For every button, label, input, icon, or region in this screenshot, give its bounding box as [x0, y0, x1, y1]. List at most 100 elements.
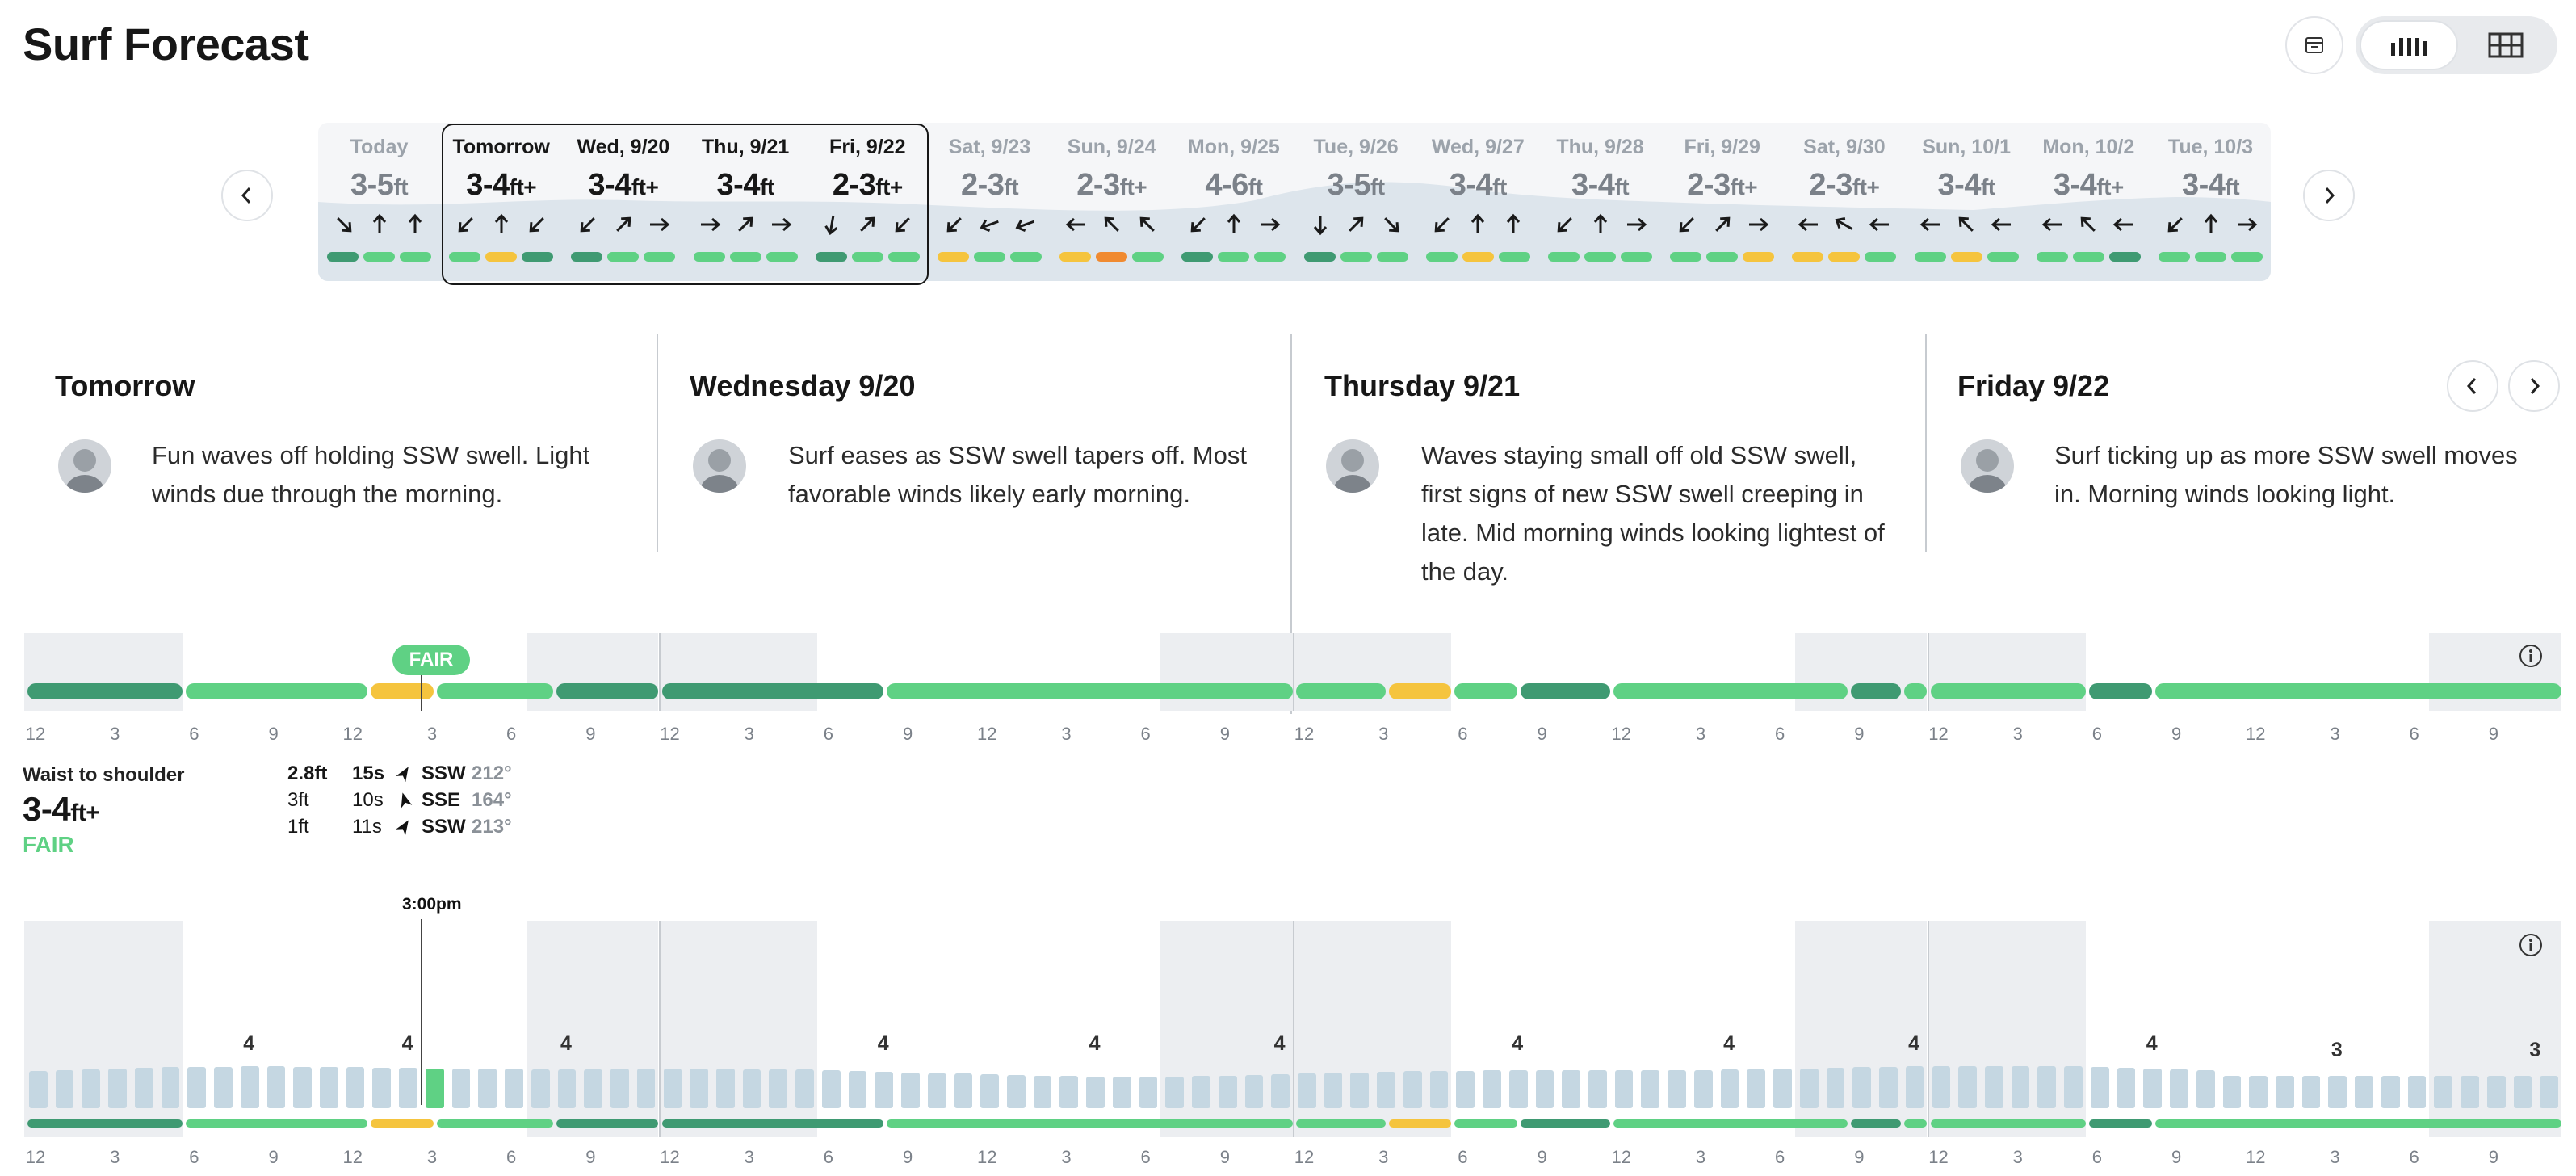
wave-bar[interactable]: [663, 1069, 682, 1108]
forecast-prev-button[interactable]: [2447, 360, 2498, 412]
wave-bar[interactable]: [108, 1068, 127, 1108]
strip-day[interactable]: Sun, 9/24 2-3ft+: [1051, 123, 1173, 281]
strip-day[interactable]: Tomorrow 3-4ft+: [440, 123, 562, 281]
rating-info-icon[interactable]: [2518, 643, 2544, 673]
strip-day[interactable]: Fri, 9/22 2-3ft+: [807, 123, 929, 281]
wave-bar[interactable]: [2037, 1065, 2057, 1108]
wave-bar[interactable]: [1244, 1074, 1264, 1108]
strip-day[interactable]: Sat, 9/30 2-3ft+: [1783, 123, 1905, 281]
wave-bar[interactable]: [451, 1068, 471, 1108]
wave-bar[interactable]: [1139, 1076, 1158, 1108]
wave-bar[interactable]: [1905, 1066, 1924, 1108]
wave-bar[interactable]: [557, 1069, 577, 1108]
wave-bar[interactable]: [82, 1069, 101, 1108]
wave-bar[interactable]: [1086, 1076, 1105, 1108]
wave-bar[interactable]: [1932, 1065, 1951, 1108]
wave-bar[interactable]: [505, 1069, 523, 1108]
wave-bar[interactable]: [610, 1069, 629, 1108]
wave-bar[interactable]: [848, 1070, 867, 1108]
strip-next-button[interactable]: [2303, 170, 2355, 221]
wave-bar[interactable]: [240, 1066, 259, 1108]
wave-bar[interactable]: [1429, 1070, 1449, 1108]
calendar-button[interactable]: [2285, 16, 2343, 74]
wave-bar[interactable]: [478, 1069, 497, 1108]
wave-bar[interactable]: [1350, 1072, 1370, 1108]
wave-bar[interactable]: [980, 1074, 999, 1108]
strip-day[interactable]: Mon, 10/2 3-4ft+: [2028, 123, 2150, 281]
wave-bar[interactable]: [1826, 1068, 1845, 1108]
wave-bar[interactable]: [927, 1073, 946, 1108]
wave-bar[interactable]: [2301, 1076, 2321, 1108]
wave-bar[interactable]: [372, 1067, 392, 1108]
strip-day[interactable]: Today 3-5ft: [318, 123, 440, 281]
wave-bar[interactable]: [1377, 1072, 1395, 1108]
wave-bar[interactable]: [1852, 1067, 1872, 1108]
wave-bar[interactable]: [2170, 1069, 2188, 1108]
wave-bar[interactable]: [690, 1069, 708, 1108]
wave-bar[interactable]: [1958, 1065, 1977, 1108]
wave-bar[interactable]: [1879, 1066, 1898, 1108]
wave-bar[interactable]: [795, 1069, 814, 1108]
wave-bar[interactable]: [531, 1069, 550, 1108]
wave-bar[interactable]: [55, 1069, 74, 1108]
wave-bar[interactable]: [875, 1071, 894, 1108]
wave-bar[interactable]: [1508, 1070, 1528, 1108]
strip-day[interactable]: Sat, 9/23 2-3ft: [929, 123, 1051, 281]
bar-view-button[interactable]: [2360, 20, 2458, 70]
wave-bar[interactable]: [425, 1068, 444, 1108]
strip-day[interactable]: Thu, 9/28 3-4ft: [1539, 123, 1661, 281]
wave-bar[interactable]: [1799, 1068, 1819, 1108]
wave-bar[interactable]: [1033, 1075, 1052, 1108]
wave-bar[interactable]: [161, 1067, 180, 1108]
wave-bar[interactable]: [2540, 1076, 2558, 1108]
wave-bar[interactable]: [187, 1066, 207, 1108]
wave-bar[interactable]: [901, 1072, 920, 1108]
forecast-next-button[interactable]: [2508, 360, 2560, 412]
wave-bar[interactable]: [1720, 1069, 1739, 1108]
strip-day[interactable]: Tue, 10/3 3-4ft: [2150, 123, 2272, 281]
wave-bar[interactable]: [1747, 1069, 1766, 1108]
wave-bar[interactable]: [2117, 1067, 2136, 1108]
strip-day[interactable]: Sun, 10/1 3-4ft: [1906, 123, 2028, 281]
strip-day[interactable]: Wed, 9/20 3-4ft+: [562, 123, 684, 281]
strip-day[interactable]: Tue, 9/26 3-5ft: [1295, 123, 1417, 281]
wave-bar[interactable]: [821, 1070, 841, 1108]
wave-bar[interactable]: [134, 1068, 153, 1108]
wave-bar[interactable]: [1165, 1076, 1185, 1108]
wave-bar[interactable]: [2249, 1076, 2268, 1108]
wave-bar[interactable]: [742, 1069, 761, 1108]
table-view-button[interactable]: [2458, 20, 2553, 70]
wave-bar[interactable]: [1112, 1076, 1131, 1108]
wave-bar[interactable]: [1456, 1070, 1475, 1108]
wave-bar[interactable]: [954, 1073, 973, 1108]
wave-bar[interactable]: [1641, 1070, 1660, 1108]
wave-bar[interactable]: [293, 1066, 312, 1108]
wave-bar[interactable]: [1614, 1070, 1634, 1108]
wave-bar[interactable]: [29, 1071, 48, 1108]
wave-bar[interactable]: [266, 1066, 286, 1108]
strip-prev-button[interactable]: [221, 170, 273, 221]
wave-bar[interactable]: [1984, 1065, 2003, 1108]
wave-bar[interactable]: [584, 1069, 603, 1108]
wave-bar[interactable]: [320, 1066, 338, 1108]
wave-bar[interactable]: [2328, 1076, 2347, 1108]
wave-bar[interactable]: [1059, 1076, 1079, 1108]
strip-day[interactable]: Fri, 9/29 2-3ft+: [1661, 123, 1783, 281]
view-toggle[interactable]: [2356, 16, 2557, 74]
wave-bar[interactable]: [1218, 1075, 1237, 1108]
wave-bar[interactable]: [2381, 1076, 2400, 1108]
wave-bar[interactable]: [2513, 1076, 2532, 1108]
wave-bar[interactable]: [2090, 1066, 2109, 1108]
wave-bar[interactable]: [2275, 1076, 2294, 1108]
wave-bar[interactable]: [1483, 1070, 1501, 1108]
wave-bar[interactable]: [1693, 1069, 1713, 1108]
wave-bar[interactable]: [399, 1068, 417, 1108]
strip-day[interactable]: Mon, 9/25 4-6ft: [1173, 123, 1294, 281]
wave-bar[interactable]: [1535, 1070, 1554, 1108]
wave-bar[interactable]: [1006, 1075, 1026, 1108]
wave-bar[interactable]: [1403, 1071, 1422, 1108]
wave-bar[interactable]: [769, 1069, 788, 1108]
wave-bar[interactable]: [1562, 1070, 1580, 1108]
wave-bar[interactable]: [2011, 1065, 2030, 1108]
wave-bar[interactable]: [2434, 1076, 2453, 1108]
